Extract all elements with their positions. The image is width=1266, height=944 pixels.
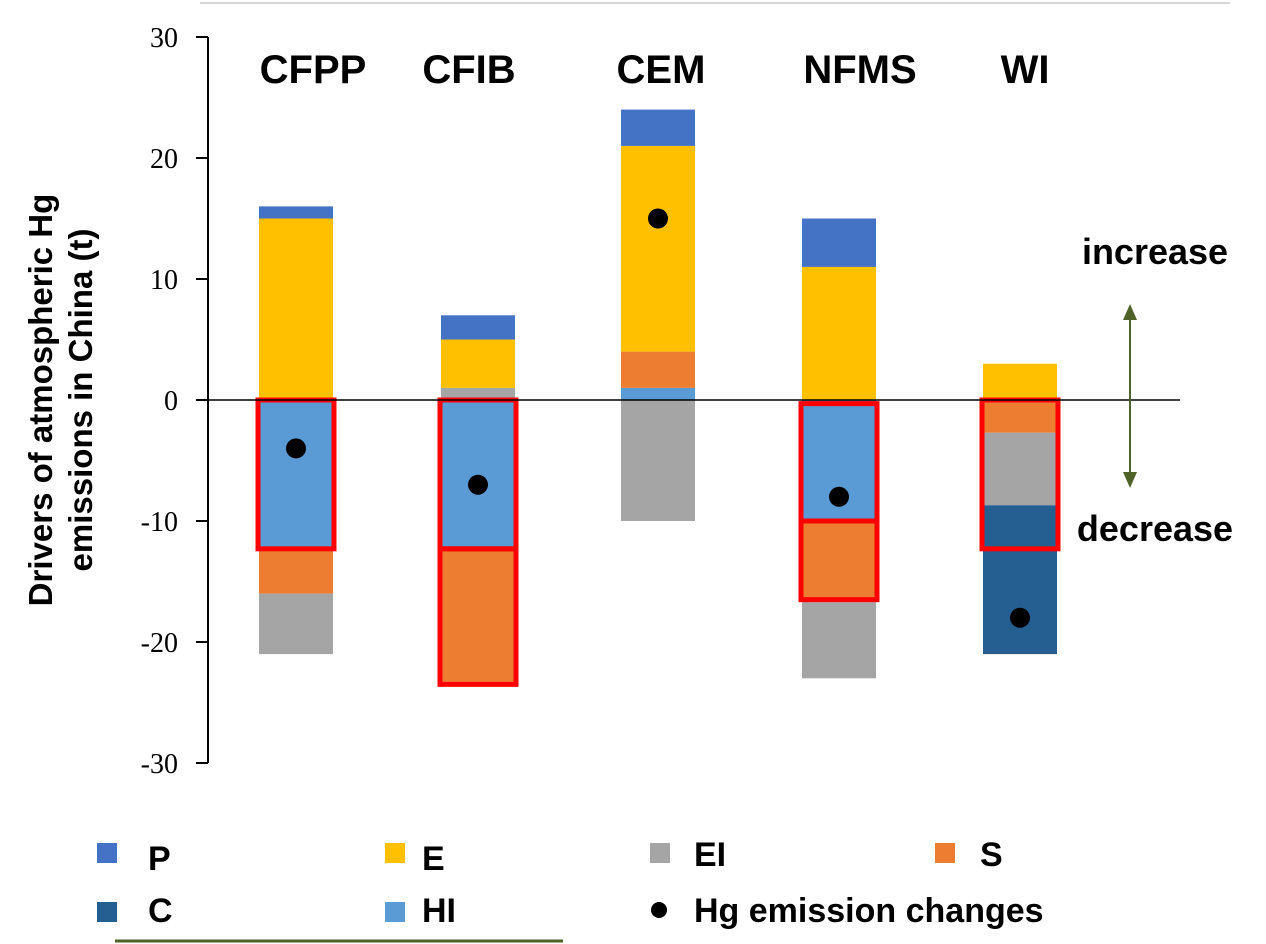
y-tick-labels: 30 20 10 0 -10 -20 -30 — [141, 23, 178, 780]
y-axis-label-line2: emissions in China (t) — [62, 229, 99, 572]
increase-decrease-arrow — [1123, 304, 1137, 488]
arrow-head-down — [1123, 472, 1137, 488]
bar-cfib-ei — [441, 387, 515, 400]
legend-swatch-ei — [650, 843, 670, 863]
highlight-box-nfms-4 — [798, 518, 880, 603]
bar-cfpp-p — [259, 206, 333, 219]
category-label-nfms: NFMS — [803, 48, 916, 92]
bar-cfpp-ei — [259, 593, 333, 655]
legend-label-s: S — [980, 836, 1003, 874]
legend-swatch-c — [97, 902, 117, 922]
y-tick-label: 20 — [150, 144, 178, 175]
hg-change-markers — [286, 208, 1030, 628]
y-tick-label: -10 — [141, 507, 178, 538]
legend-label-c: C — [148, 892, 173, 930]
y-tick-label: 10 — [150, 265, 178, 296]
bar-cem-hi — [621, 387, 695, 400]
axes-layer — [196, 36, 1180, 764]
bar-wi-s — [983, 400, 1057, 433]
hg-change-cfpp — [286, 438, 306, 459]
arrow-head-up — [1123, 304, 1137, 320]
hg-change-wi — [1010, 607, 1030, 628]
bar-cfib-s — [441, 548, 515, 682]
bar-cfib-e — [441, 339, 515, 388]
category-label-cfpp: CFPP — [260, 48, 367, 92]
bar-cem-e — [621, 145, 695, 352]
legend-label-hi: HI — [422, 892, 456, 930]
decrease-label: decrease — [1077, 508, 1233, 549]
bar-wi-ei — [983, 432, 1057, 506]
bar-cfib-p — [441, 315, 515, 340]
bar-wi-e — [983, 363, 1057, 400]
bar-cfpp-e — [259, 218, 333, 400]
legend-label-p: P — [148, 840, 171, 878]
category-label-cem: CEM — [617, 48, 706, 92]
hg-change-cfib — [468, 474, 488, 495]
bar-cem-ei — [621, 400, 695, 521]
y-tick-label: -30 — [141, 749, 178, 780]
bar-cfpp-s — [259, 547, 333, 594]
bar-cfib-hi — [441, 400, 515, 549]
bar-cfpp-hi — [259, 400, 333, 548]
category-label-wi: WI — [1001, 48, 1050, 92]
hg-change-nfms — [829, 486, 849, 507]
legend: P E EI S C HI Hg emission changes — [97, 836, 1044, 930]
hg-change-cem — [648, 208, 668, 229]
bar-nfms-s — [802, 523, 876, 603]
category-labels: CFPP CFIB CEM NFMS WI — [260, 48, 1050, 92]
bar-cem-p — [621, 109, 695, 146]
highlight-box-cfib-2 — [437, 546, 519, 687]
legend-swatch-hi — [385, 902, 405, 922]
increase-label: increase — [1082, 231, 1228, 272]
legend-swatch-s — [935, 843, 955, 863]
legend-swatch-e — [385, 843, 405, 863]
legend-label-e: E — [422, 840, 445, 878]
y-axis-label: Drivers of atmospheric Hg emissions in C… — [22, 194, 99, 607]
legend-swatch-p — [97, 843, 117, 863]
y-axis-label-line1: Drivers of atmospheric Hg — [22, 194, 59, 607]
bars-layer — [259, 109, 1057, 682]
bar-nfms-ei — [802, 602, 876, 679]
legend-label-hg: Hg emission changes — [694, 892, 1044, 930]
bar-wi-c — [983, 505, 1057, 655]
category-label-cfib: CFIB — [422, 48, 515, 92]
bar-cem-s — [621, 351, 695, 388]
bar-nfms-p — [802, 218, 876, 267]
y-tick-label: -20 — [141, 628, 178, 659]
y-tick-label: 0 — [164, 386, 178, 417]
y-tick-label: 30 — [150, 23, 178, 54]
bar-nfms-e — [802, 266, 876, 400]
legend-marker-hg — [651, 902, 667, 918]
legend-label-ei: EI — [694, 836, 726, 874]
